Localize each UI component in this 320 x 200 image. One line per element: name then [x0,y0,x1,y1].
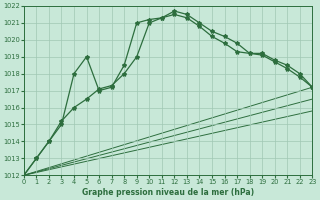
X-axis label: Graphe pression niveau de la mer (hPa): Graphe pression niveau de la mer (hPa) [82,188,254,197]
